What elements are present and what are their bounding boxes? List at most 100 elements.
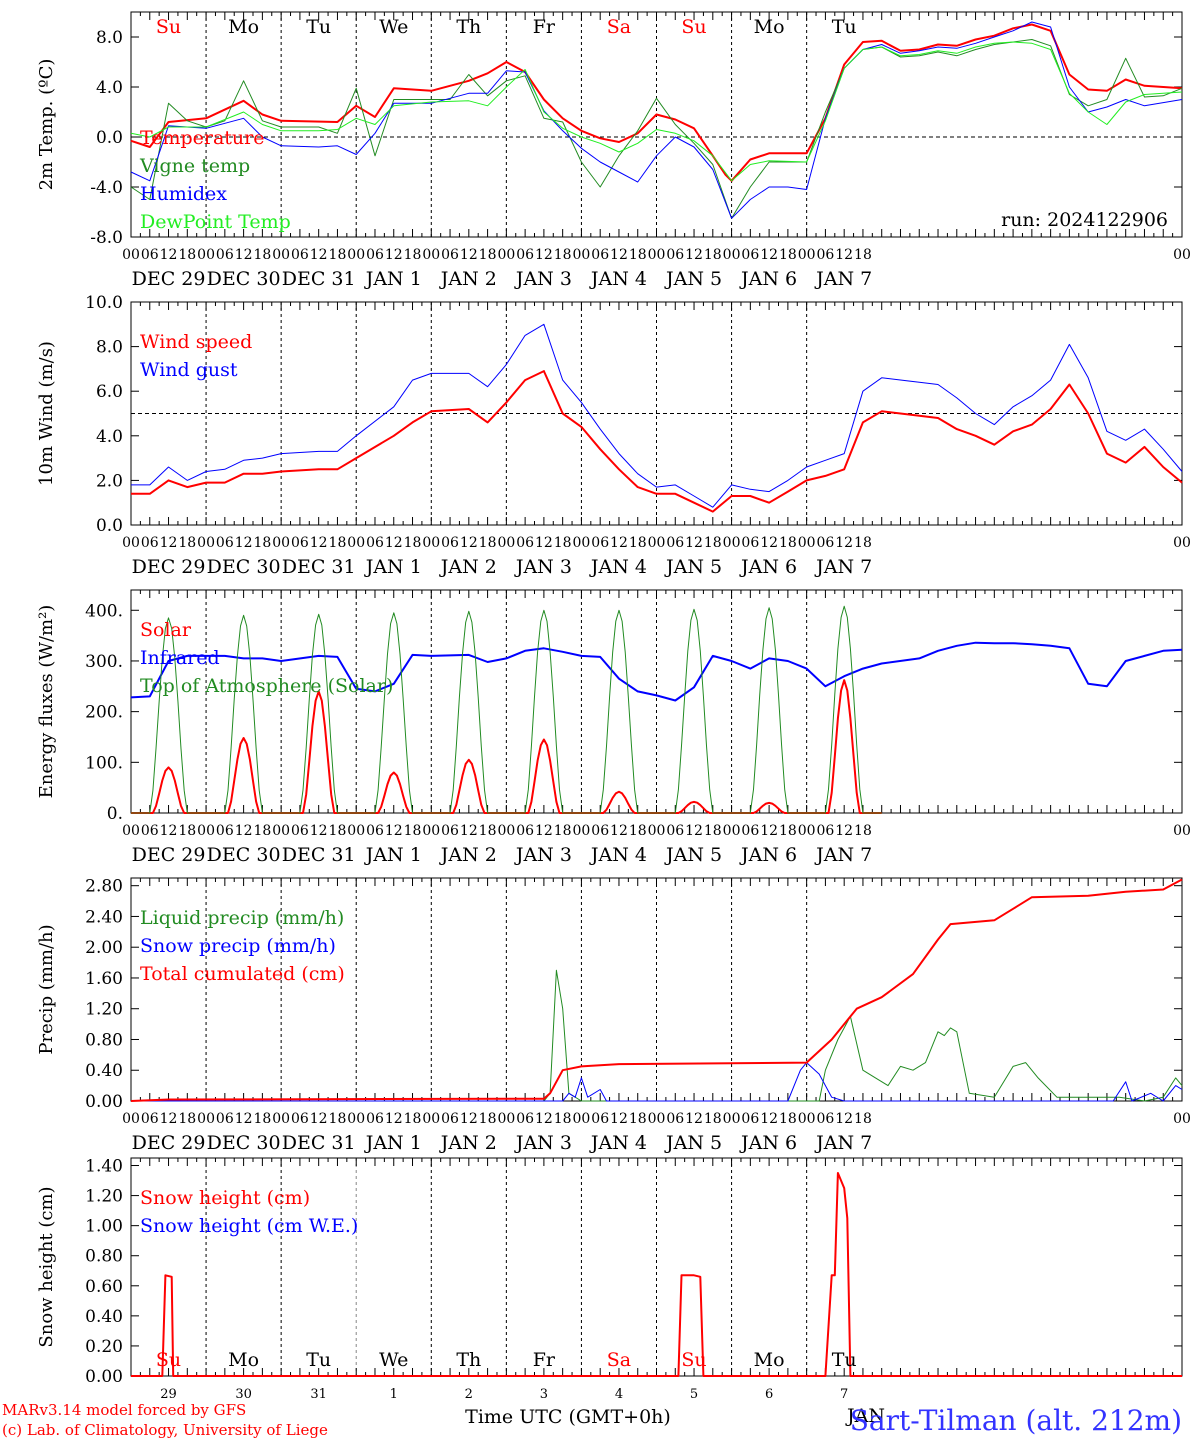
hour-tick-label: 18	[704, 247, 722, 263]
hour-tick-label: 12	[160, 535, 178, 551]
hour-tick-label: 06	[741, 1111, 759, 1127]
hour-tick-label: 18	[629, 535, 647, 551]
hour-tick-label: 06	[291, 1111, 309, 1127]
day-number-label: 4	[615, 1387, 623, 1402]
hour-tick-label: 06	[366, 823, 384, 839]
y-tick-label: -8.0	[90, 228, 123, 248]
hour-tick-label: 18	[178, 823, 196, 839]
hour-tick-label: 18	[554, 247, 572, 263]
day-label: JAN 7	[814, 1132, 872, 1154]
hour-tick-label: 00	[648, 823, 666, 839]
hour-tick-label: 18	[479, 247, 497, 263]
hour-tick-label: 18	[479, 1111, 497, 1127]
day-number-label: 5	[690, 1387, 698, 1402]
y-tick-label: 200.	[85, 703, 123, 723]
series-line-3	[130, 878, 1183, 1102]
day-label: JAN 3	[514, 1132, 572, 1154]
series-line-2	[131, 323, 1183, 508]
hour-tick-label: 06	[591, 1111, 609, 1127]
hour-tick-label: 00	[422, 1111, 440, 1127]
day-label: DEC 31	[282, 556, 356, 578]
hour-tick-label: 12	[835, 535, 853, 551]
hour-tick-label: 18	[404, 535, 422, 551]
y-tick-label: 2.0	[96, 471, 123, 491]
day-label: JAN 1	[364, 844, 422, 866]
weekday-label: Tu	[306, 16, 331, 38]
legend-entry: Humidex	[140, 183, 227, 205]
hour-tick-label: 12	[385, 535, 403, 551]
hour-tick-label: 06	[516, 247, 534, 263]
legend-entry: Temperature	[140, 127, 264, 149]
credit-line-2: (c) Lab. of Climatology, University of L…	[2, 1421, 328, 1439]
day-label: JAN 5	[664, 1132, 722, 1154]
hour-tick-label: 18	[779, 535, 797, 551]
day-label: JAN 6	[739, 1132, 797, 1154]
hour-tick-label: 12	[310, 247, 328, 263]
hour-tick-label: 06	[441, 1111, 459, 1127]
y-tick-label: 8.0	[96, 28, 123, 48]
weekday-label: Su	[681, 1349, 706, 1371]
hour-tick-label: 18	[854, 1111, 872, 1127]
y-tick-label: 2.00	[85, 938, 123, 958]
day-label: DEC 29	[132, 1132, 206, 1154]
hour-tick-label: 06	[741, 535, 759, 551]
hour-tick-label: 12	[685, 535, 703, 551]
hour-tick-label: 00	[1173, 1111, 1191, 1127]
hour-tick-label: 12	[610, 535, 628, 551]
hour-tick-label: 06	[741, 823, 759, 839]
y-tick-label: 300.	[85, 652, 123, 672]
hour-tick-label: 12	[685, 823, 703, 839]
hour-tick-label: 00	[648, 247, 666, 263]
hour-tick-label: 12	[385, 823, 403, 839]
day-label: JAN 1	[364, 1132, 422, 1154]
hour-tick-label: 00	[347, 535, 365, 551]
weekday-label: Tu	[832, 1349, 857, 1371]
legend-entry: Solar	[140, 619, 192, 641]
y-tick-label: 0.80	[85, 1030, 123, 1050]
hour-tick-label: 18	[704, 535, 722, 551]
hour-tick-label: 00	[573, 823, 591, 839]
hour-tick-label: 00	[798, 823, 816, 839]
weekday-label: Mo	[754, 1349, 785, 1371]
y-tick-label: 0.20	[85, 1337, 123, 1357]
day-label: JAN 1	[364, 268, 422, 290]
hour-tick-label: 12	[760, 247, 778, 263]
hour-tick-label: 06	[516, 535, 534, 551]
day-label: DEC 31	[282, 1132, 356, 1154]
hour-tick-label: 12	[235, 535, 253, 551]
day-number-label: 1	[390, 1387, 398, 1402]
hour-tick-label: 00	[122, 1111, 140, 1127]
hour-tick-label: 18	[554, 823, 572, 839]
hour-tick-label: 12	[235, 1111, 253, 1127]
hour-tick-label: 12	[385, 1111, 403, 1127]
hour-tick-label: 00	[122, 823, 140, 839]
legend-entry: Snow height (cm W.E.)	[140, 1215, 358, 1237]
y-tick-label: 1.20	[85, 1000, 123, 1020]
day-number-label: 7	[840, 1387, 848, 1402]
weekday-label: Th	[456, 1349, 481, 1371]
weekday-label: Su	[156, 1349, 181, 1371]
hour-tick-label: 18	[178, 247, 196, 263]
y-tick-label: 0.60	[85, 1277, 123, 1297]
hour-tick-label: 06	[366, 535, 384, 551]
hour-tick-label: 06	[666, 1111, 684, 1127]
weekday-label: Mo	[228, 16, 259, 38]
hour-tick-label: 00	[197, 823, 215, 839]
hour-tick-label: 00	[122, 247, 140, 263]
hour-tick-label: 06	[666, 247, 684, 263]
panel-4: 0.00 0.40 0.80 1.20 1.60 2.00 2.40 2.80 Precip (…	[36, 877, 1191, 1154]
hour-tick-label: 00	[347, 247, 365, 263]
day-label: JAN 5	[664, 844, 722, 866]
y-tick-label: 0.0	[96, 128, 123, 148]
hour-tick-label: 12	[535, 535, 553, 551]
hour-tick-label: 12	[535, 247, 553, 263]
y-tick-label: 8.0	[96, 338, 123, 358]
hour-tick-label: 12	[160, 823, 178, 839]
hour-tick-label: 06	[216, 823, 234, 839]
hour-tick-label: 00	[497, 1111, 515, 1127]
y-tick-label: -4.0	[90, 178, 123, 198]
day-label: JAN 7	[814, 844, 872, 866]
hour-tick-label: 12	[235, 823, 253, 839]
hour-tick-label: 06	[816, 535, 834, 551]
hour-tick-label: 18	[704, 823, 722, 839]
